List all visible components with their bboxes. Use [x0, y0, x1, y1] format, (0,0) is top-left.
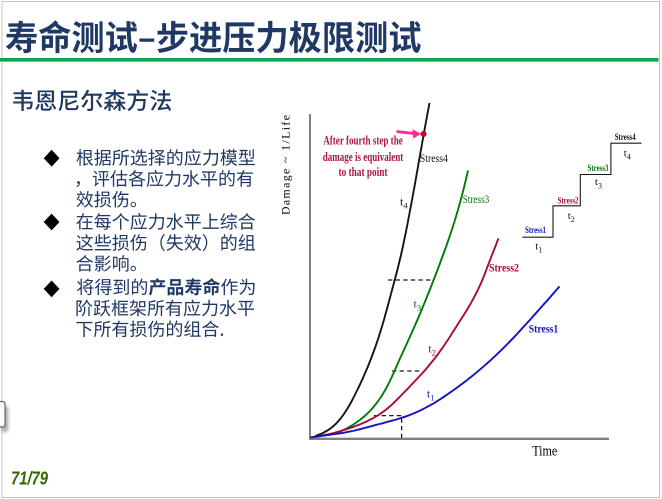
svg-text:t3: t3 — [414, 297, 422, 313]
svg-text:t4: t4 — [400, 195, 408, 211]
svg-text:Stress1: Stress1 — [529, 322, 559, 336]
svg-text:t3: t3 — [595, 176, 602, 190]
svg-text:Stress3: Stress3 — [588, 163, 609, 173]
svg-text:71/79: 71/79 — [11, 468, 49, 489]
svg-text:t4: t4 — [624, 148, 631, 162]
svg-text:Time: Time — [532, 444, 557, 460]
svg-text:Stress4: Stress4 — [615, 132, 636, 142]
svg-text:After fourth step the: After fourth step the — [323, 133, 403, 147]
svg-text:Stress2: Stress2 — [489, 261, 519, 275]
svg-text:t1: t1 — [427, 387, 435, 403]
svg-text:Stress4: Stress4 — [420, 153, 448, 165]
svg-text:t2: t2 — [568, 210, 575, 224]
svg-text:to that point: to that point — [339, 165, 389, 179]
svg-text:Stress3: Stress3 — [463, 194, 490, 206]
svg-text:t1: t1 — [535, 241, 542, 255]
svg-text:Stress1: Stress1 — [525, 225, 546, 235]
svg-text:damage is equivalent: damage is equivalent — [323, 150, 404, 164]
svg-text:Damage ~ 1/Life: Damage ~ 1/Life — [279, 115, 293, 215]
svg-text:Stress2: Stress2 — [558, 195, 579, 205]
svg-text:t2: t2 — [428, 342, 436, 358]
